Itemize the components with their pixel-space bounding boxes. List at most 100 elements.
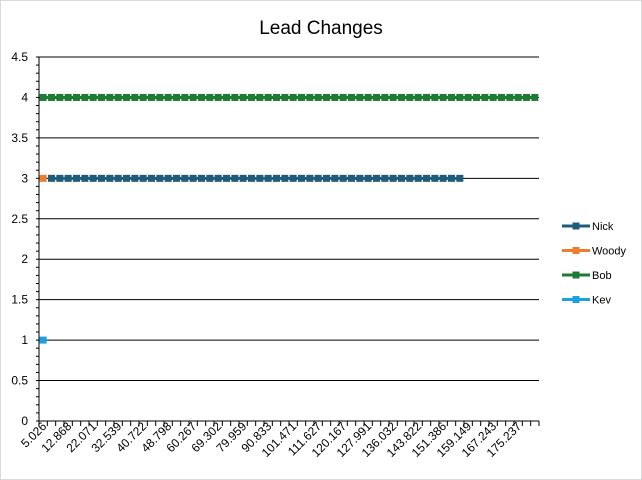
data-point [439, 93, 447, 101]
data-point [373, 174, 380, 182]
data-point [139, 93, 147, 101]
legend-label: Nick [592, 221, 614, 233]
data-point [173, 174, 180, 182]
y-tick-label: 0 [21, 414, 28, 428]
data-point [531, 93, 539, 101]
data-point [198, 93, 205, 101]
data-point [323, 174, 330, 182]
data-point [106, 93, 114, 101]
data-point [39, 336, 47, 344]
data-point [48, 174, 55, 182]
data-point [156, 174, 164, 182]
data-point [123, 93, 130, 101]
data-point [189, 93, 197, 101]
data-point [514, 93, 522, 101]
data-point [398, 174, 405, 182]
data-point [73, 174, 80, 182]
data-point [323, 93, 330, 101]
data-point [406, 174, 414, 182]
data-point [173, 93, 180, 101]
data-point [156, 93, 164, 101]
data-point [506, 93, 514, 101]
data-point [381, 93, 389, 101]
series-lines [39, 93, 539, 344]
legend-label: Bob [592, 270, 612, 282]
data-point [431, 93, 439, 101]
data-point [64, 93, 72, 101]
legend-marker [572, 296, 580, 303]
data-point [339, 93, 347, 101]
legend-marker [572, 222, 580, 230]
data-point [314, 93, 322, 101]
data-point [98, 174, 105, 182]
series-kev [39, 336, 47, 344]
data-point [139, 174, 147, 182]
legend-marker [572, 271, 580, 279]
data-point [81, 93, 89, 101]
data-point [498, 93, 505, 101]
data-point [356, 93, 364, 101]
data-point [256, 174, 264, 182]
data-point [206, 93, 214, 101]
data-point [264, 174, 272, 182]
data-point [398, 93, 405, 101]
data-point [456, 93, 464, 101]
series-bob [39, 93, 539, 101]
data-point [464, 93, 472, 101]
series-nick [48, 174, 464, 182]
data-point [239, 174, 247, 182]
data-point [298, 93, 305, 101]
data-point [348, 174, 355, 182]
data-point [448, 174, 455, 182]
data-point [56, 174, 64, 182]
data-point [439, 174, 447, 182]
y-tick-label: 3.5 [11, 131, 28, 145]
data-point [456, 174, 464, 182]
data-point [264, 93, 272, 101]
data-point [39, 93, 47, 101]
data-point [81, 174, 89, 182]
data-point [281, 174, 289, 182]
data-point [339, 174, 347, 182]
data-point [114, 93, 122, 101]
data-point [481, 93, 489, 101]
data-point [289, 174, 297, 182]
data-point [364, 174, 372, 182]
data-point [248, 174, 255, 182]
y-tick-label: 1 [21, 333, 28, 347]
data-point [73, 93, 80, 101]
y-tick-label: 4.5 [11, 50, 28, 64]
gridlines [39, 56, 539, 382]
data-point [89, 93, 97, 101]
data-point [189, 174, 197, 182]
data-point [223, 93, 230, 101]
data-point [389, 93, 397, 101]
data-point [231, 93, 239, 101]
y-tick-label: 2.5 [11, 212, 28, 226]
data-point [206, 174, 214, 182]
data-point [131, 174, 139, 182]
data-point [306, 93, 314, 101]
data-point [423, 93, 430, 101]
data-point [448, 93, 455, 101]
data-point [98, 93, 105, 101]
data-point [331, 174, 339, 182]
data-point [406, 93, 414, 101]
data-point [123, 174, 130, 182]
chart-title: Lead Changes [259, 18, 383, 39]
data-point [281, 93, 289, 101]
legend-marker [572, 247, 580, 254]
data-point [364, 93, 372, 101]
data-point [198, 174, 205, 182]
data-point [164, 93, 172, 101]
legend-item-kev: Kev [562, 295, 611, 307]
legend-item-woody: Woody [562, 246, 627, 258]
data-point [306, 174, 314, 182]
series-woody [39, 174, 47, 182]
data-point [56, 93, 64, 101]
y-tick-label: 4 [21, 90, 28, 104]
data-point [48, 93, 55, 101]
data-point [148, 93, 155, 101]
